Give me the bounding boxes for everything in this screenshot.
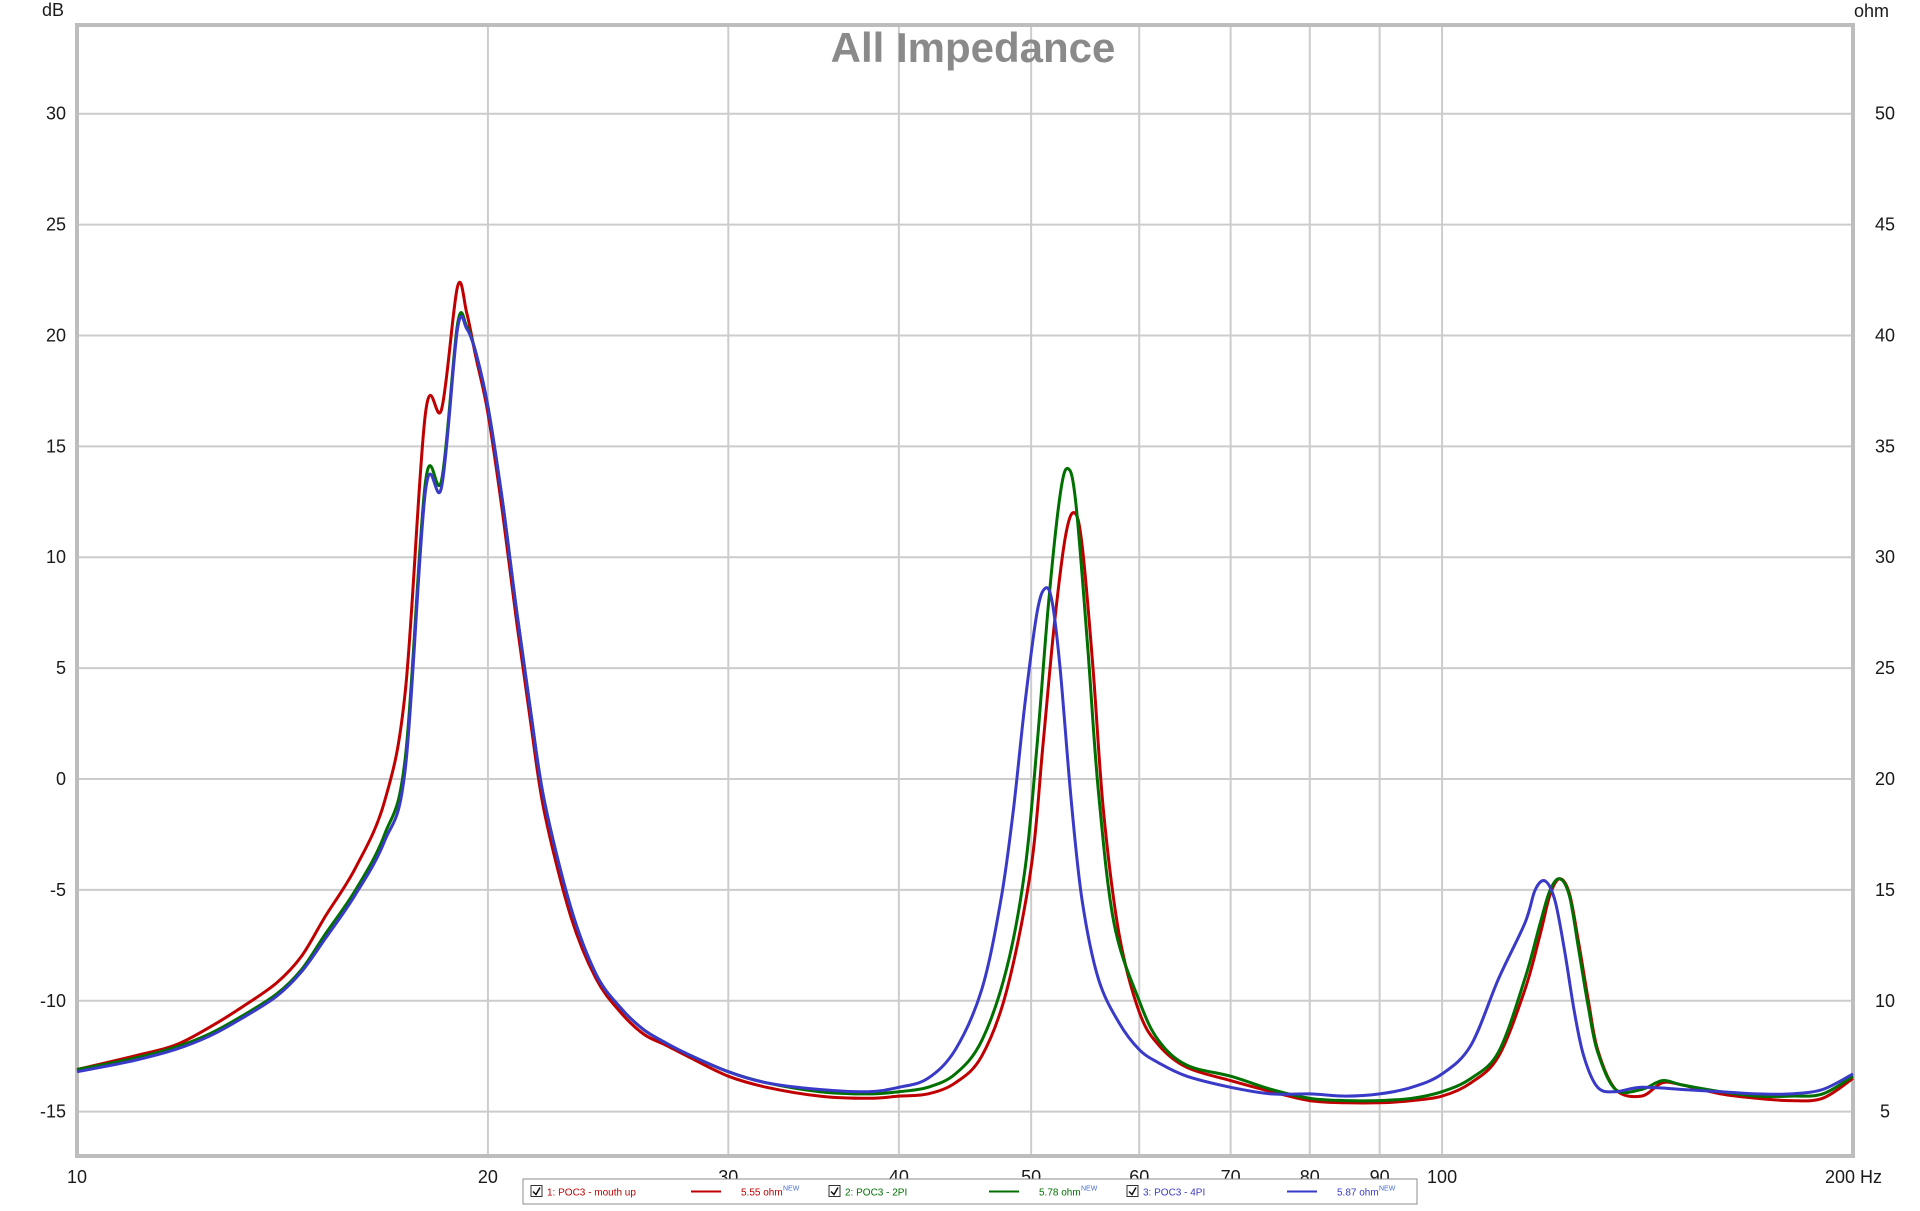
x-tick-label: 10	[67, 1167, 87, 1187]
y-left-tick-label: -15	[40, 1102, 66, 1122]
y-right-tick-label: 45	[1875, 215, 1895, 235]
legend-checkbox-3[interactable]	[1126, 1185, 1139, 1197]
legend-series-name-1: 1: POC3 - mouth up	[547, 1188, 636, 1199]
y-right-tick-label: 40	[1875, 325, 1895, 345]
legend-value-2: 5.78 ohm	[1039, 1188, 1081, 1199]
y-right-tick-label: 30	[1875, 547, 1895, 567]
grid	[77, 25, 1853, 1156]
y-right-tick-label: 10	[1875, 991, 1895, 1011]
legend-new-badge-1: NEW	[783, 1186, 800, 1193]
y-right-tick-label: 50	[1875, 104, 1895, 124]
legend-box	[522, 1178, 1418, 1205]
legend-series-name-2: 2: POC3 - 2PI	[845, 1188, 907, 1199]
y-right-tick-label: 15	[1875, 880, 1895, 900]
y-right-tick-label: 5	[1880, 1102, 1890, 1122]
legend-value-1: 5.55 ohm	[741, 1188, 783, 1199]
chart-title: All Impedance	[831, 24, 1116, 71]
x-tick-label: 200	[1825, 1167, 1855, 1187]
legend-checkmark-icon	[1128, 1187, 1137, 1196]
series-line-3	[76, 314, 1854, 1098]
y-right-tick-label: 20	[1875, 769, 1895, 789]
legend-new-badge-2: NEW	[1081, 1186, 1098, 1193]
legend-value-3: 5.87 ohm	[1337, 1188, 1379, 1199]
y-left-tick-label: 20	[46, 325, 66, 345]
x-tick-label: 100	[1427, 1167, 1457, 1187]
series-lines	[76, 280, 1854, 1105]
legend-checkbox-2[interactable]	[828, 1185, 841, 1197]
y-left-tick-label: 0	[56, 769, 66, 789]
y-left-tick-label: 15	[46, 436, 66, 456]
y-left-unit-label: dB	[42, 0, 64, 20]
legend-checkbox-1[interactable]	[530, 1185, 543, 1197]
y-left-tick-label: -10	[40, 991, 66, 1011]
series-line-2	[76, 311, 1854, 1103]
y-left-tick-label: 10	[46, 547, 66, 567]
plot-frame	[75, 23, 1855, 1158]
tick-labels: 10 20 30 40 50 60 70 80 90 100 200-15-10-505101520…	[40, 104, 1895, 1187]
y-left-tick-label: 25	[46, 215, 66, 235]
legend-checkmark-icon	[830, 1187, 839, 1196]
legend-checkmark-icon	[532, 1187, 541, 1196]
y-right-tick-label: 25	[1875, 658, 1895, 678]
y-left-tick-label: 30	[46, 104, 66, 124]
y-left-tick-label: 5	[56, 658, 66, 678]
legend-new-badge-3: NEW	[1379, 1186, 1396, 1193]
y-right-tick-label: 35	[1875, 436, 1895, 456]
y-left-tick-label: -5	[50, 880, 66, 900]
x-unit-label: Hz	[1860, 1167, 1882, 1187]
y-right-unit-label: ohm	[1854, 1, 1889, 21]
x-tick-label: 20	[478, 1167, 498, 1187]
legend: 1: POC3 - mouth up 5.55 ohm NEW 2: POC3 - 2…	[522, 1178, 1418, 1205]
legend-series-name-3: 3: POC3 - 4PI	[1143, 1188, 1205, 1199]
